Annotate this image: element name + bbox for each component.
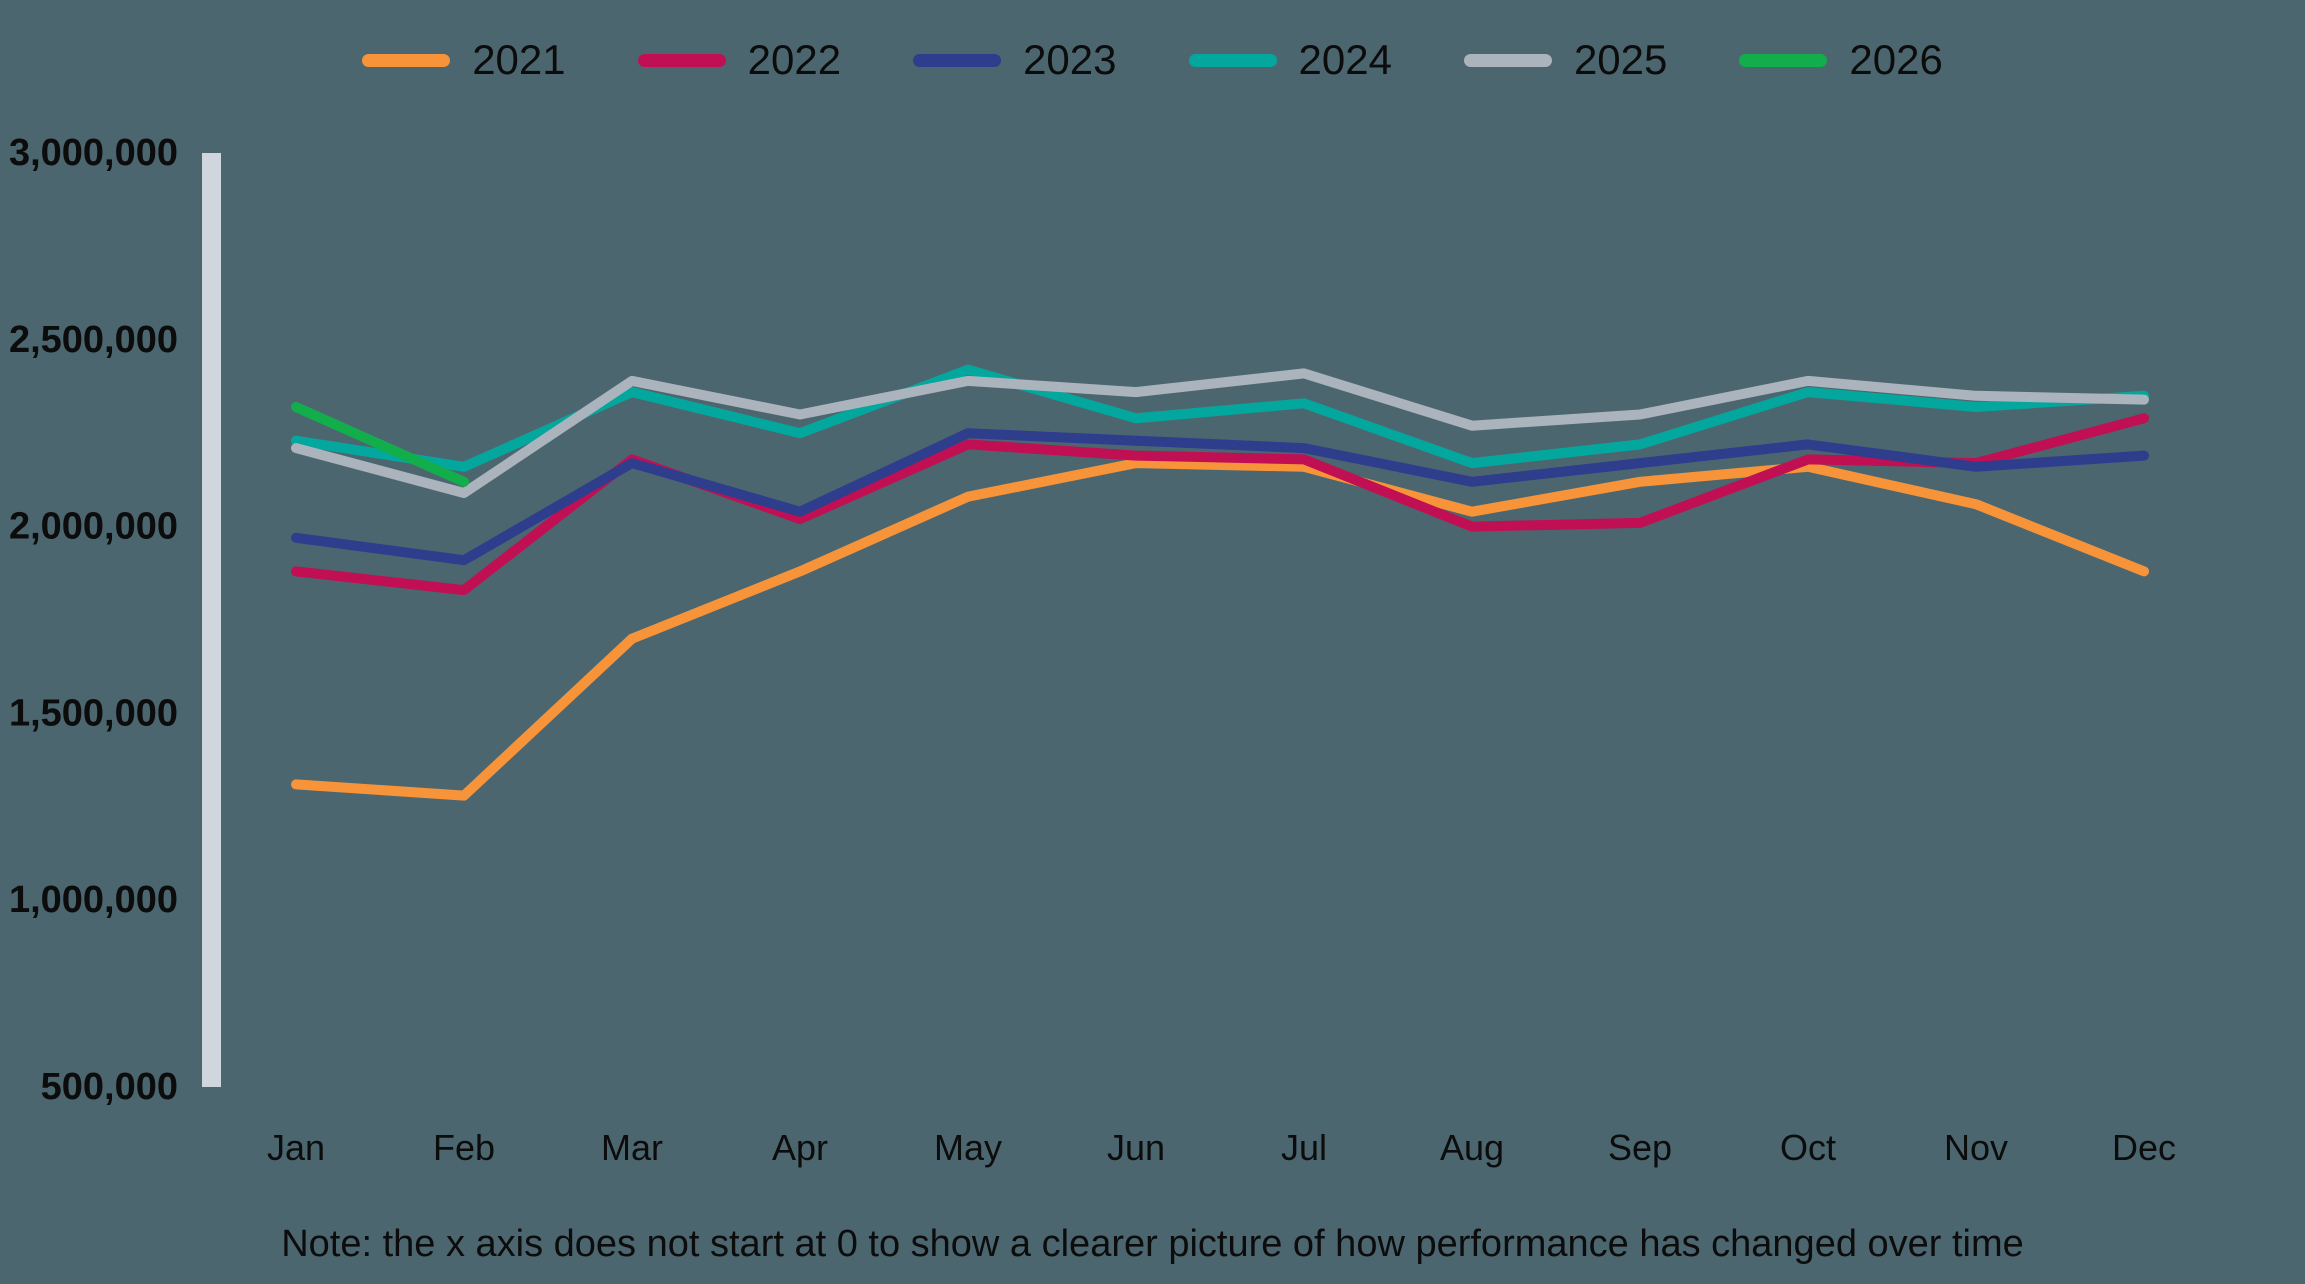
footnote: Note: the x axis does not start at 0 to … <box>281 1223 2024 1265</box>
x-tick-label-sep: Sep <box>1608 1127 1672 1168</box>
y-tick-label-2500000: 2,500,000 <box>9 319 178 361</box>
y-tick-label-1000000: 1,000,000 <box>9 879 178 921</box>
y-tick-label-1500000: 1,500,000 <box>9 692 178 734</box>
x-tick-label-dec: Dec <box>2112 1127 2176 1168</box>
legend-label-2022: 2022 <box>747 36 842 83</box>
legend-item-2021: 2021 <box>362 36 566 84</box>
series-line-2026 <box>291 402 469 487</box>
legend-label-2026: 2026 <box>1849 36 1943 83</box>
x-tick-label-may: May <box>934 1127 1002 1168</box>
x-tick-label-nov: Nov <box>1944 1127 2008 1168</box>
x-tick-label-oct: Oct <box>1780 1127 1836 1168</box>
x-tick-label-mar: Mar <box>601 1127 663 1168</box>
legend-label-2024: 2024 <box>1298 36 1392 83</box>
legend-label-2021: 2021 <box>472 36 566 83</box>
legend-item-2022: 2022 <box>637 36 842 84</box>
y-tick-label-2000000: 2,000,000 <box>9 506 178 548</box>
series-line-2025 <box>291 368 2149 498</box>
x-tick-label-feb: Feb <box>433 1127 495 1168</box>
y-tick-label-3000000: 3,000,000 <box>9 132 178 174</box>
series-line-2021 <box>291 458 2149 801</box>
legend-swatch-2024 <box>1188 53 1277 67</box>
legend-item-2023: 2023 <box>913 36 1117 84</box>
legend-item-2024: 2024 <box>1188 36 1392 84</box>
legend-label-2025: 2025 <box>1573 36 1668 83</box>
legend-swatch-2026 <box>1739 53 1828 67</box>
x-tick-label-jun: Jun <box>1107 1127 1165 1168</box>
legend-swatch-2023 <box>913 53 1002 67</box>
legend-swatch-2022 <box>637 53 726 67</box>
series-line-2023 <box>291 428 2149 566</box>
legend-item-2025: 2025 <box>1463 36 1668 84</box>
x-tick-label-jul: Jul <box>1281 1127 1327 1168</box>
x-tick-label-apr: Apr <box>772 1127 828 1168</box>
legend-item-2026: 2026 <box>1739 36 1943 84</box>
legend-swatch-2025 <box>1463 53 1552 67</box>
x-tick-label-aug: Aug <box>1440 1127 1504 1168</box>
legend-swatch-2021 <box>362 53 451 67</box>
y-axis-bar <box>202 153 221 1087</box>
x-tick-label-jan: Jan <box>267 1127 325 1168</box>
legend: 2021 2022 2023 2024 2025 2026 <box>0 36 2305 84</box>
legend-label-2023: 2023 <box>1023 36 1117 83</box>
y-tick-label-500000: 500,000 <box>41 1066 178 1108</box>
